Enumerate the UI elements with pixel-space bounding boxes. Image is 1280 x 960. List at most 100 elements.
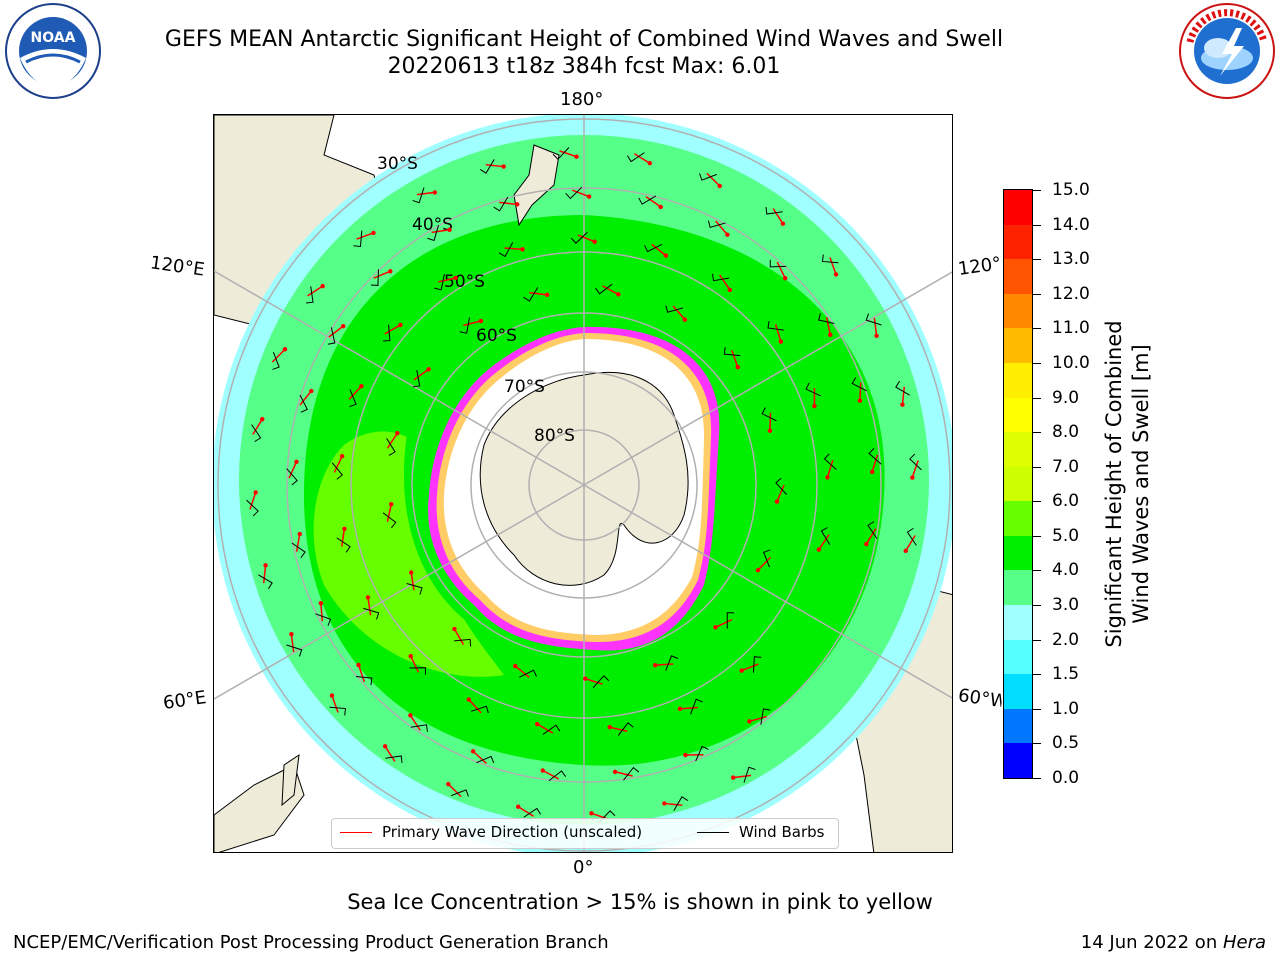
lat-label-40s: 40°S	[412, 215, 453, 235]
wave-direction-arrow	[504, 247, 523, 251]
wave-direction-arrow	[271, 348, 286, 363]
wave-direction-arrowhead	[452, 626, 457, 632]
wave-direction-arrow	[757, 556, 772, 571]
wind-barb	[412, 370, 421, 388]
lat-label-50s: 50°S	[444, 272, 485, 292]
wave-direction-arrow	[679, 706, 698, 710]
wave-direction-arrow	[749, 715, 767, 723]
wave-direction-arrowhead	[356, 662, 361, 668]
wind-barb	[523, 287, 539, 302]
wave-direction-arrowhead	[833, 272, 839, 277]
wave-direction-arrowhead	[520, 247, 525, 252]
wave-direction-arrowhead	[903, 548, 908, 553]
wind-barb	[353, 230, 363, 248]
wave-direction-arrow	[472, 750, 487, 764]
sea-ice-note: Sea Ice Concentration > 15% is shown in …	[347, 890, 933, 914]
wave-direction-arrow	[386, 504, 392, 522]
wind-barb	[382, 324, 391, 342]
wave-direction-arrow	[409, 714, 421, 731]
wave-direction-arrow	[873, 317, 878, 336]
colorbar-tick-label: 4.0	[1052, 560, 1080, 581]
wind-barb	[769, 259, 787, 268]
wave-direction-arrow	[453, 628, 465, 645]
wind-barb	[493, 196, 509, 212]
wave-direction-arrowhead	[432, 190, 438, 195]
wave-direction-arrow	[348, 385, 362, 400]
colorbar-tick	[1033, 708, 1041, 710]
wind-barb	[476, 755, 495, 764]
colorbar-tick	[1033, 397, 1041, 399]
wind-barb	[386, 438, 396, 456]
wave-direction-arrow	[706, 172, 721, 187]
colorbar-tick	[1033, 501, 1041, 503]
wind-barb	[406, 583, 423, 595]
wave-direction-arrowhead	[755, 567, 761, 573]
wind-barb	[595, 283, 613, 295]
wind-barb	[617, 722, 634, 736]
map-legend: Primary Wave Direction (unscaled) Wind B…	[331, 818, 839, 849]
national-weather-service-logo	[1179, 3, 1275, 99]
colorbar-tick-label: 11.0	[1052, 318, 1090, 339]
colorbar-tick-label: 12.0	[1052, 283, 1090, 304]
wind-barb	[305, 286, 314, 304]
wave-direction-arrowhead	[616, 292, 621, 297]
wave-direction-arrowhead	[294, 459, 299, 464]
lon-label-0: 0°	[573, 857, 594, 878]
colorbar-tick-label: 14.0	[1052, 214, 1090, 235]
wave-direction-arrow	[416, 191, 435, 196]
colorbar-segment	[1004, 535, 1032, 571]
wind-barb	[695, 745, 709, 762]
wave-direction-arrowhead	[289, 631, 294, 637]
wave-direction-arrowhead	[389, 501, 394, 507]
wind-barb	[623, 766, 640, 781]
lon-label-180: 180°	[560, 89, 604, 110]
wind-barb	[246, 499, 259, 517]
wind-barb	[723, 347, 741, 357]
wave-direction-arrowhead	[365, 595, 371, 600]
wave-direction-legend-line	[340, 832, 372, 833]
colorbar-tick	[1033, 328, 1041, 330]
colorbar-segment	[1004, 327, 1032, 363]
wave-direction-arrow	[299, 390, 312, 406]
wave-direction-arrow	[901, 386, 906, 405]
wind-barb	[570, 231, 588, 244]
wave-direction-arrowhead	[767, 428, 773, 433]
wind-barb	[370, 269, 380, 286]
wave-direction-arrow	[585, 677, 603, 685]
wind-barb	[868, 448, 882, 465]
wind-barb	[823, 453, 837, 470]
colorbar-segment	[1004, 673, 1032, 709]
wind-barb	[299, 394, 308, 413]
colorbar-segment	[1004, 500, 1032, 536]
wave-direction-arrowhead	[782, 276, 788, 281]
colorbar-tick-label: 1.0	[1052, 698, 1080, 719]
wind-barb	[349, 389, 357, 408]
colorbar-tick	[1033, 466, 1041, 468]
wave-direction-arrowhead	[812, 403, 817, 409]
wave-direction-arrow	[357, 664, 366, 683]
wave-direction-arrowhead	[540, 768, 545, 773]
wind-barb	[818, 313, 835, 325]
wave-direction-arrowhead	[282, 347, 288, 352]
wind-barb	[548, 770, 567, 782]
wind-barb	[805, 382, 821, 397]
wave-direction-arrowhead	[725, 232, 730, 237]
wave-direction-arrow	[825, 316, 831, 335]
wave-direction-arrowhead	[395, 431, 400, 436]
wave-direction-arrowhead	[900, 402, 905, 407]
wind-barb	[767, 320, 784, 331]
wave-direction-arrowhead	[339, 454, 345, 459]
wave-direction-arrowhead	[453, 275, 458, 281]
wave-direction-arrowhead	[583, 676, 588, 681]
colorbar-tick	[1033, 605, 1041, 607]
wave-direction-arrowhead	[263, 563, 268, 568]
wave-direction-arrow	[614, 771, 633, 777]
colorbar-tick	[1033, 259, 1041, 261]
wave-direction-arrowhead	[342, 526, 347, 531]
colorbar-segment	[1004, 189, 1032, 225]
wave-direction-arrow	[776, 261, 786, 279]
wind-barb	[851, 377, 867, 392]
wave-direction-arrow	[320, 603, 324, 622]
wind-barb	[707, 220, 726, 228]
colorbar-tick-label: 8.0	[1052, 422, 1080, 443]
